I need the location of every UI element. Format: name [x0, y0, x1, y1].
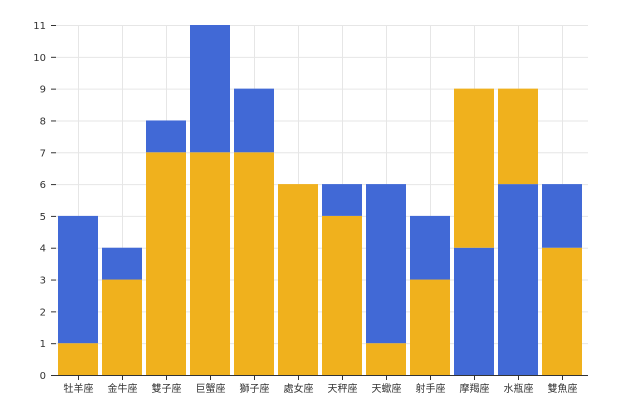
- x-tick-label: 雙子座: [152, 382, 182, 395]
- x-tick-label: 雙魚座: [548, 382, 578, 395]
- y-tick-label: 6: [40, 180, 46, 191]
- x-tick-label: 天蠍座: [372, 382, 402, 395]
- bar-segment-金牛座-1: [102, 247, 142, 280]
- y-tick-label: 3: [40, 276, 46, 287]
- y-tick-label: 0: [40, 371, 46, 382]
- bar-segment-水瓶座-1: [498, 88, 538, 185]
- y-tick-label: 2: [40, 307, 46, 318]
- x-tick-label: 射手座: [416, 382, 446, 395]
- bar-segment-牡羊座-1: [58, 215, 98, 344]
- bar-segment-水瓶座-0: [498, 184, 538, 375]
- y-tick-label: 4: [40, 244, 46, 255]
- bar-segment-獅子座-1: [234, 88, 274, 153]
- y-tick-label: 8: [40, 116, 46, 127]
- bar-segment-天蠍座-0: [366, 343, 406, 375]
- y-axis-ticks: 0 1 2 3 4 5 6 7 8 9 10 11: [33, 21, 56, 382]
- x-tick-label: 巨蟹座: [196, 382, 226, 395]
- bar-segment-雙子座-0: [146, 152, 186, 375]
- bar-segment-牡羊座-0: [58, 343, 98, 375]
- x-tick-label: 獅子座: [240, 382, 270, 395]
- bar-segment-雙魚座-0: [542, 247, 582, 375]
- bar-segment-天秤座-0: [322, 215, 362, 375]
- x-tick-label: 天秤座: [328, 382, 358, 395]
- y-tick-label: 10: [33, 53, 46, 64]
- bar-segment-摩羯座-0: [454, 247, 494, 375]
- bar-segment-獅子座-0: [234, 152, 274, 375]
- y-tick-label: 5: [40, 212, 46, 223]
- y-tick-label: 9: [40, 85, 46, 96]
- bar-segment-摩羯座-1: [454, 88, 494, 248]
- x-tick-label: 牡羊座: [64, 382, 94, 395]
- bar-segment-雙子座-1: [146, 120, 186, 153]
- y-tick-label: 1: [40, 339, 46, 350]
- x-tick-label: 水瓶座: [504, 382, 534, 395]
- bar-segment-巨蟹座-1: [190, 25, 230, 153]
- bar-segment-金牛座-0: [102, 279, 142, 375]
- y-tick-label: 7: [40, 148, 46, 159]
- bar-segment-巨蟹座-0: [190, 152, 230, 375]
- x-tick-label: 摩羯座: [460, 382, 490, 395]
- y-tick-label: 11: [33, 21, 46, 32]
- bar-segment-處女座-0: [278, 184, 318, 375]
- x-tick-label: 金牛座: [108, 382, 138, 395]
- bar-segment-雙魚座-1: [542, 184, 582, 248]
- bar-segment-天蠍座-1: [366, 184, 406, 344]
- bar-segment-射手座-0: [410, 279, 450, 375]
- bar-segment-射手座-1: [410, 215, 450, 280]
- x-axis-ticks: 牡羊座 金牛座 雙子座 巨蟹座 獅子座 處女座 天秤座 天蠍座 射手座 摩羯座 水瓶座 雙魚座: [64, 375, 578, 395]
- bar-segment-天秤座-1: [322, 184, 362, 216]
- bars: [58, 25, 582, 375]
- x-tick-label: 處女座: [284, 382, 314, 395]
